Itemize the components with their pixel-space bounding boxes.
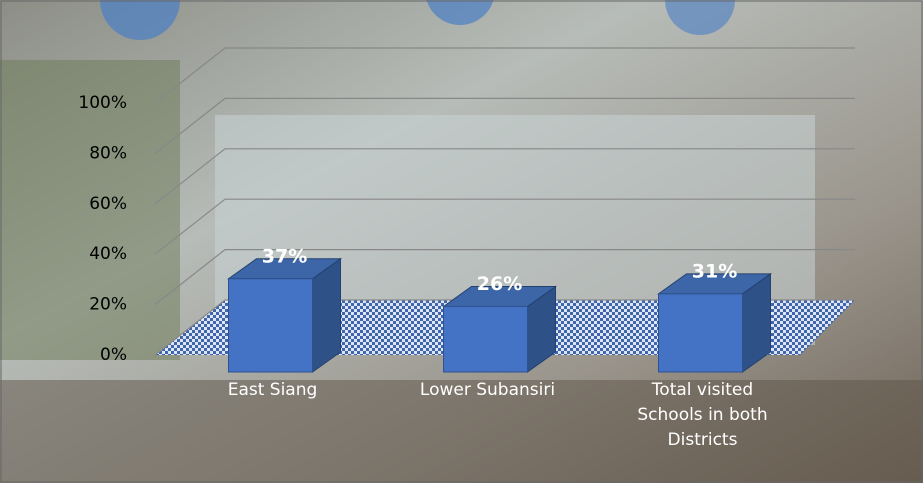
y-tick-label: 0% (100, 345, 127, 365)
y-tick-label: 60% (89, 194, 127, 214)
bar-front (229, 279, 313, 372)
y-tick-label: 40% (89, 244, 127, 264)
bar-front (659, 294, 743, 372)
chart: 0% 20% 40% 60% 80% 100% 37% East Siang 26% Lower … (0, 0, 923, 483)
y-tick-label: 20% (89, 295, 127, 315)
x-tick-label: East Siang (228, 380, 318, 400)
y-tick-label: 100% (78, 93, 127, 113)
value-label: 26% (477, 273, 522, 295)
y-tick-label: 80% (89, 143, 127, 163)
x-tick-label: Lower Subansiri (420, 380, 555, 400)
bar (444, 286, 556, 372)
value-label: 31% (692, 260, 737, 282)
bar-front (444, 306, 528, 372)
background (0, 0, 923, 483)
value-label: 37% (262, 245, 307, 267)
bar (659, 274, 771, 372)
bar (229, 259, 341, 372)
